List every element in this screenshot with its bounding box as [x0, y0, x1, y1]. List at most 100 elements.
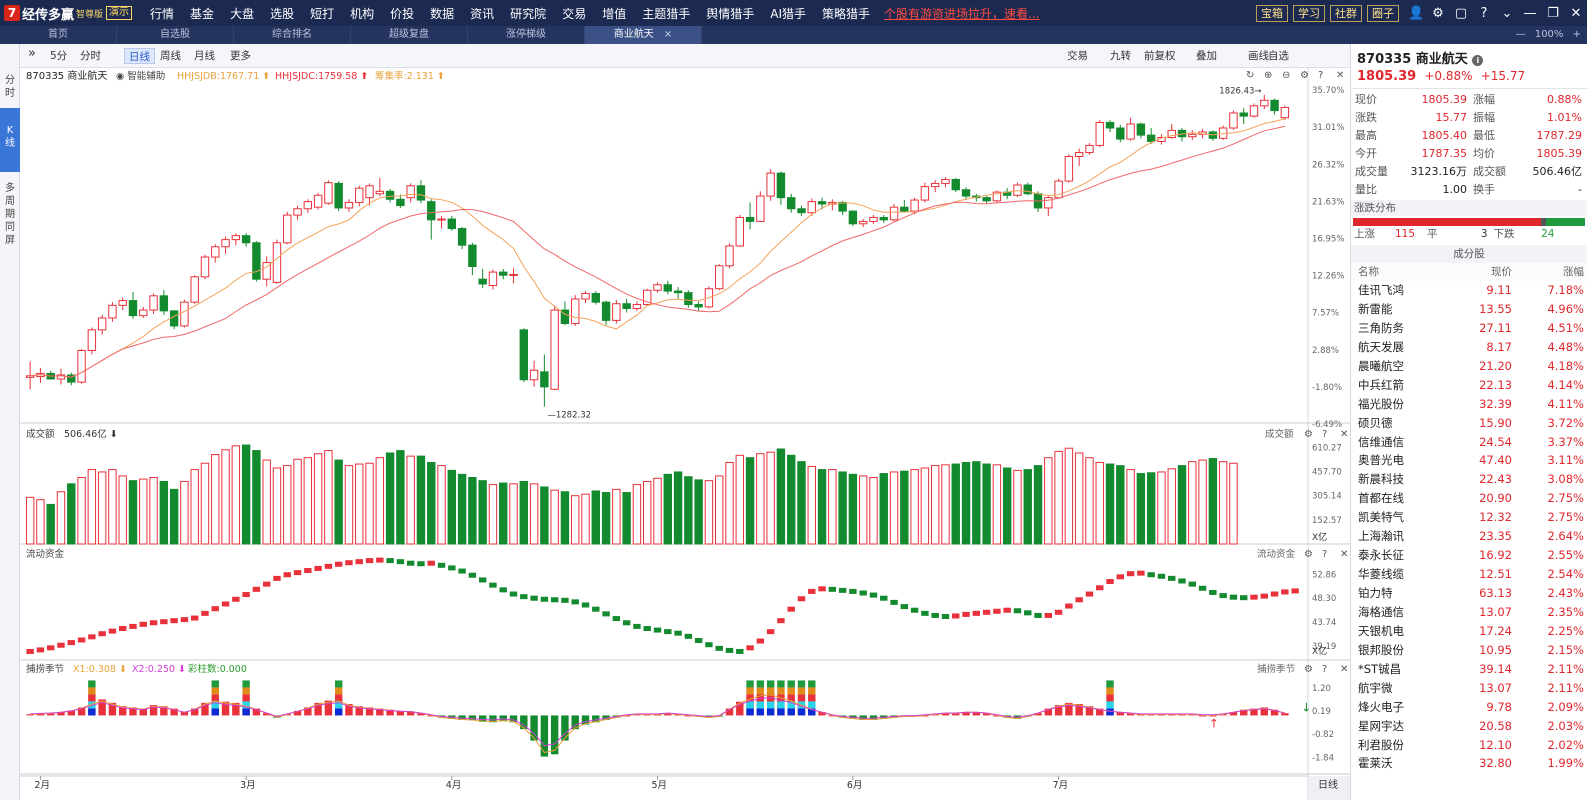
candle[interactable]: [653, 282, 662, 293]
candle[interactable]: [77, 348, 86, 384]
candle[interactable]: [1064, 154, 1074, 183]
candle[interactable]: [118, 297, 127, 311]
candle[interactable]: [540, 354, 549, 407]
candle[interactable]: [1013, 182, 1022, 197]
candle[interactable]: [303, 199, 313, 213]
candle[interactable]: [1105, 120, 1115, 132]
candle[interactable]: [745, 202, 755, 230]
candle[interactable]: [601, 300, 611, 326]
candle[interactable]: [375, 177, 385, 197]
minimize-icon[interactable]: —: [1523, 5, 1537, 21]
candle[interactable]: [786, 193, 796, 213]
period-1[interactable]: 分时: [80, 50, 101, 62]
candle[interactable]: [241, 233, 251, 247]
restore-icon[interactable]: ❐: [1547, 5, 1559, 21]
kline-chart-area[interactable]: 870335 商业航天 ◉ 智能辅助 HHJSJDB:1767.71 ⬆ HHJSJD…: [20, 68, 1350, 800]
constituent-row[interactable]: 福光股份 32.39 4.11%: [1351, 395, 1587, 414]
candle[interactable]: [920, 182, 930, 203]
candle[interactable]: [272, 239, 282, 284]
candle[interactable]: [560, 301, 570, 326]
candle[interactable]: [1188, 130, 1197, 140]
candle[interactable]: [941, 177, 950, 188]
candle[interactable]: [1270, 98, 1279, 115]
candle[interactable]: [848, 210, 858, 227]
constituent-row[interactable]: 新晨科技 22.43 3.08%: [1351, 470, 1587, 489]
menu-item-7[interactable]: 数据: [430, 6, 455, 21]
brand[interactable]: 7 经传多赢 智尊版 演示: [0, 0, 136, 26]
candle[interactable]: [1074, 148, 1084, 166]
constituent-row[interactable]: 海格通信 13.07 2.35%: [1351, 603, 1587, 622]
multi-period-view-button[interactable]: 多 周 期 同 屏: [5, 183, 15, 246]
candle[interactable]: [231, 233, 241, 246]
top-button-2[interactable]: 社群: [1330, 4, 1362, 22]
menu-item-0[interactable]: 行情: [150, 6, 175, 21]
candle[interactable]: [930, 180, 940, 193]
candle[interactable]: [190, 275, 199, 304]
menu-item-2[interactable]: 大盘: [230, 6, 255, 21]
top-button-0[interactable]: 宝箱: [1256, 4, 1288, 22]
candle[interactable]: [1249, 103, 1259, 118]
zoom-out-button[interactable]: —: [1515, 29, 1526, 40]
candle[interactable]: [396, 194, 405, 208]
candle[interactable]: [149, 293, 158, 315]
candle[interactable]: [406, 183, 415, 203]
menu-item-6[interactable]: 价投: [390, 6, 415, 21]
candle[interactable]: [581, 291, 590, 303]
tab-5[interactable]: 商业航天 ×: [585, 26, 702, 44]
candle[interactable]: [858, 219, 868, 227]
period-0[interactable]: 5分: [50, 50, 68, 62]
menu-item-9[interactable]: 研究院: [510, 6, 547, 21]
menu-item-8[interactable]: 资讯: [470, 6, 495, 21]
candle[interactable]: [1229, 110, 1238, 130]
user-icon[interactable]: 👤: [1408, 5, 1425, 21]
tool-5[interactable]: 自选: [1268, 50, 1289, 62]
candle[interactable]: [252, 241, 261, 282]
candle[interactable]: [1085, 143, 1094, 155]
candle[interactable]: [283, 211, 292, 245]
candle[interactable]: [334, 181, 343, 212]
menu-item-13[interactable]: 舆情猎手: [706, 6, 755, 21]
constituent-row[interactable]: 首都在线 20.90 2.75%: [1351, 489, 1587, 508]
candle[interactable]: [807, 198, 816, 216]
candle[interactable]: [673, 287, 683, 299]
zoom-control[interactable]: — 100% +: [1516, 26, 1581, 44]
candle[interactable]: [180, 299, 189, 328]
candle[interactable]: [735, 215, 744, 247]
menu-item-11[interactable]: 增值: [602, 6, 627, 21]
candle[interactable]: [1126, 117, 1135, 141]
candle[interactable]: [385, 188, 395, 203]
info-icon[interactable]: i: [1472, 55, 1484, 66]
candle[interactable]: [108, 302, 117, 322]
candle[interactable]: [694, 301, 703, 311]
candle[interactable]: [97, 314, 107, 335]
constituent-row[interactable]: *ST铖昌 39.14 2.11%: [1351, 660, 1587, 679]
constituent-row[interactable]: 天银机电 17.24 2.25%: [1351, 622, 1587, 641]
candle[interactable]: [499, 268, 508, 280]
menu-item-4[interactable]: 短打: [310, 6, 335, 21]
candle[interactable]: [427, 199, 436, 240]
collapse-icon[interactable]: »: [28, 46, 36, 61]
candle[interactable]: [1136, 122, 1146, 139]
candle[interactable]: [468, 242, 477, 276]
candle[interactable]: [684, 290, 693, 308]
candle[interactable]: [355, 185, 364, 207]
constituent-row[interactable]: 佳讯飞鸿 9.11 7.18%: [1351, 281, 1587, 300]
candle[interactable]: [1146, 127, 1156, 144]
constituent-row[interactable]: 三角防务 27.11 4.51%: [1351, 319, 1587, 338]
constituent-row[interactable]: 利君股份 12.10 2.02%: [1351, 736, 1587, 755]
constituent-row[interactable]: 奥普光电 47.40 3.11%: [1351, 451, 1587, 470]
menu-item-15[interactable]: 策略猎手: [822, 6, 871, 21]
tab-2[interactable]: 综合排名: [234, 26, 351, 44]
help-icon[interactable]: ?: [1480, 5, 1488, 21]
candle[interactable]: [612, 299, 621, 324]
candle[interactable]: [756, 191, 765, 223]
period-5[interactable]: 更多: [230, 50, 251, 62]
kline-view-button[interactable]: K 线: [0, 108, 20, 172]
period-3[interactable]: 周线: [160, 50, 181, 62]
candle[interactable]: [879, 215, 888, 223]
menu-item-14[interactable]: AI猎手: [770, 6, 806, 21]
candle[interactable]: [622, 298, 631, 313]
constituent-row[interactable]: 航宇微 13.07 2.11%: [1351, 679, 1587, 698]
candle[interactable]: [478, 268, 487, 288]
candle[interactable]: [1116, 124, 1125, 143]
